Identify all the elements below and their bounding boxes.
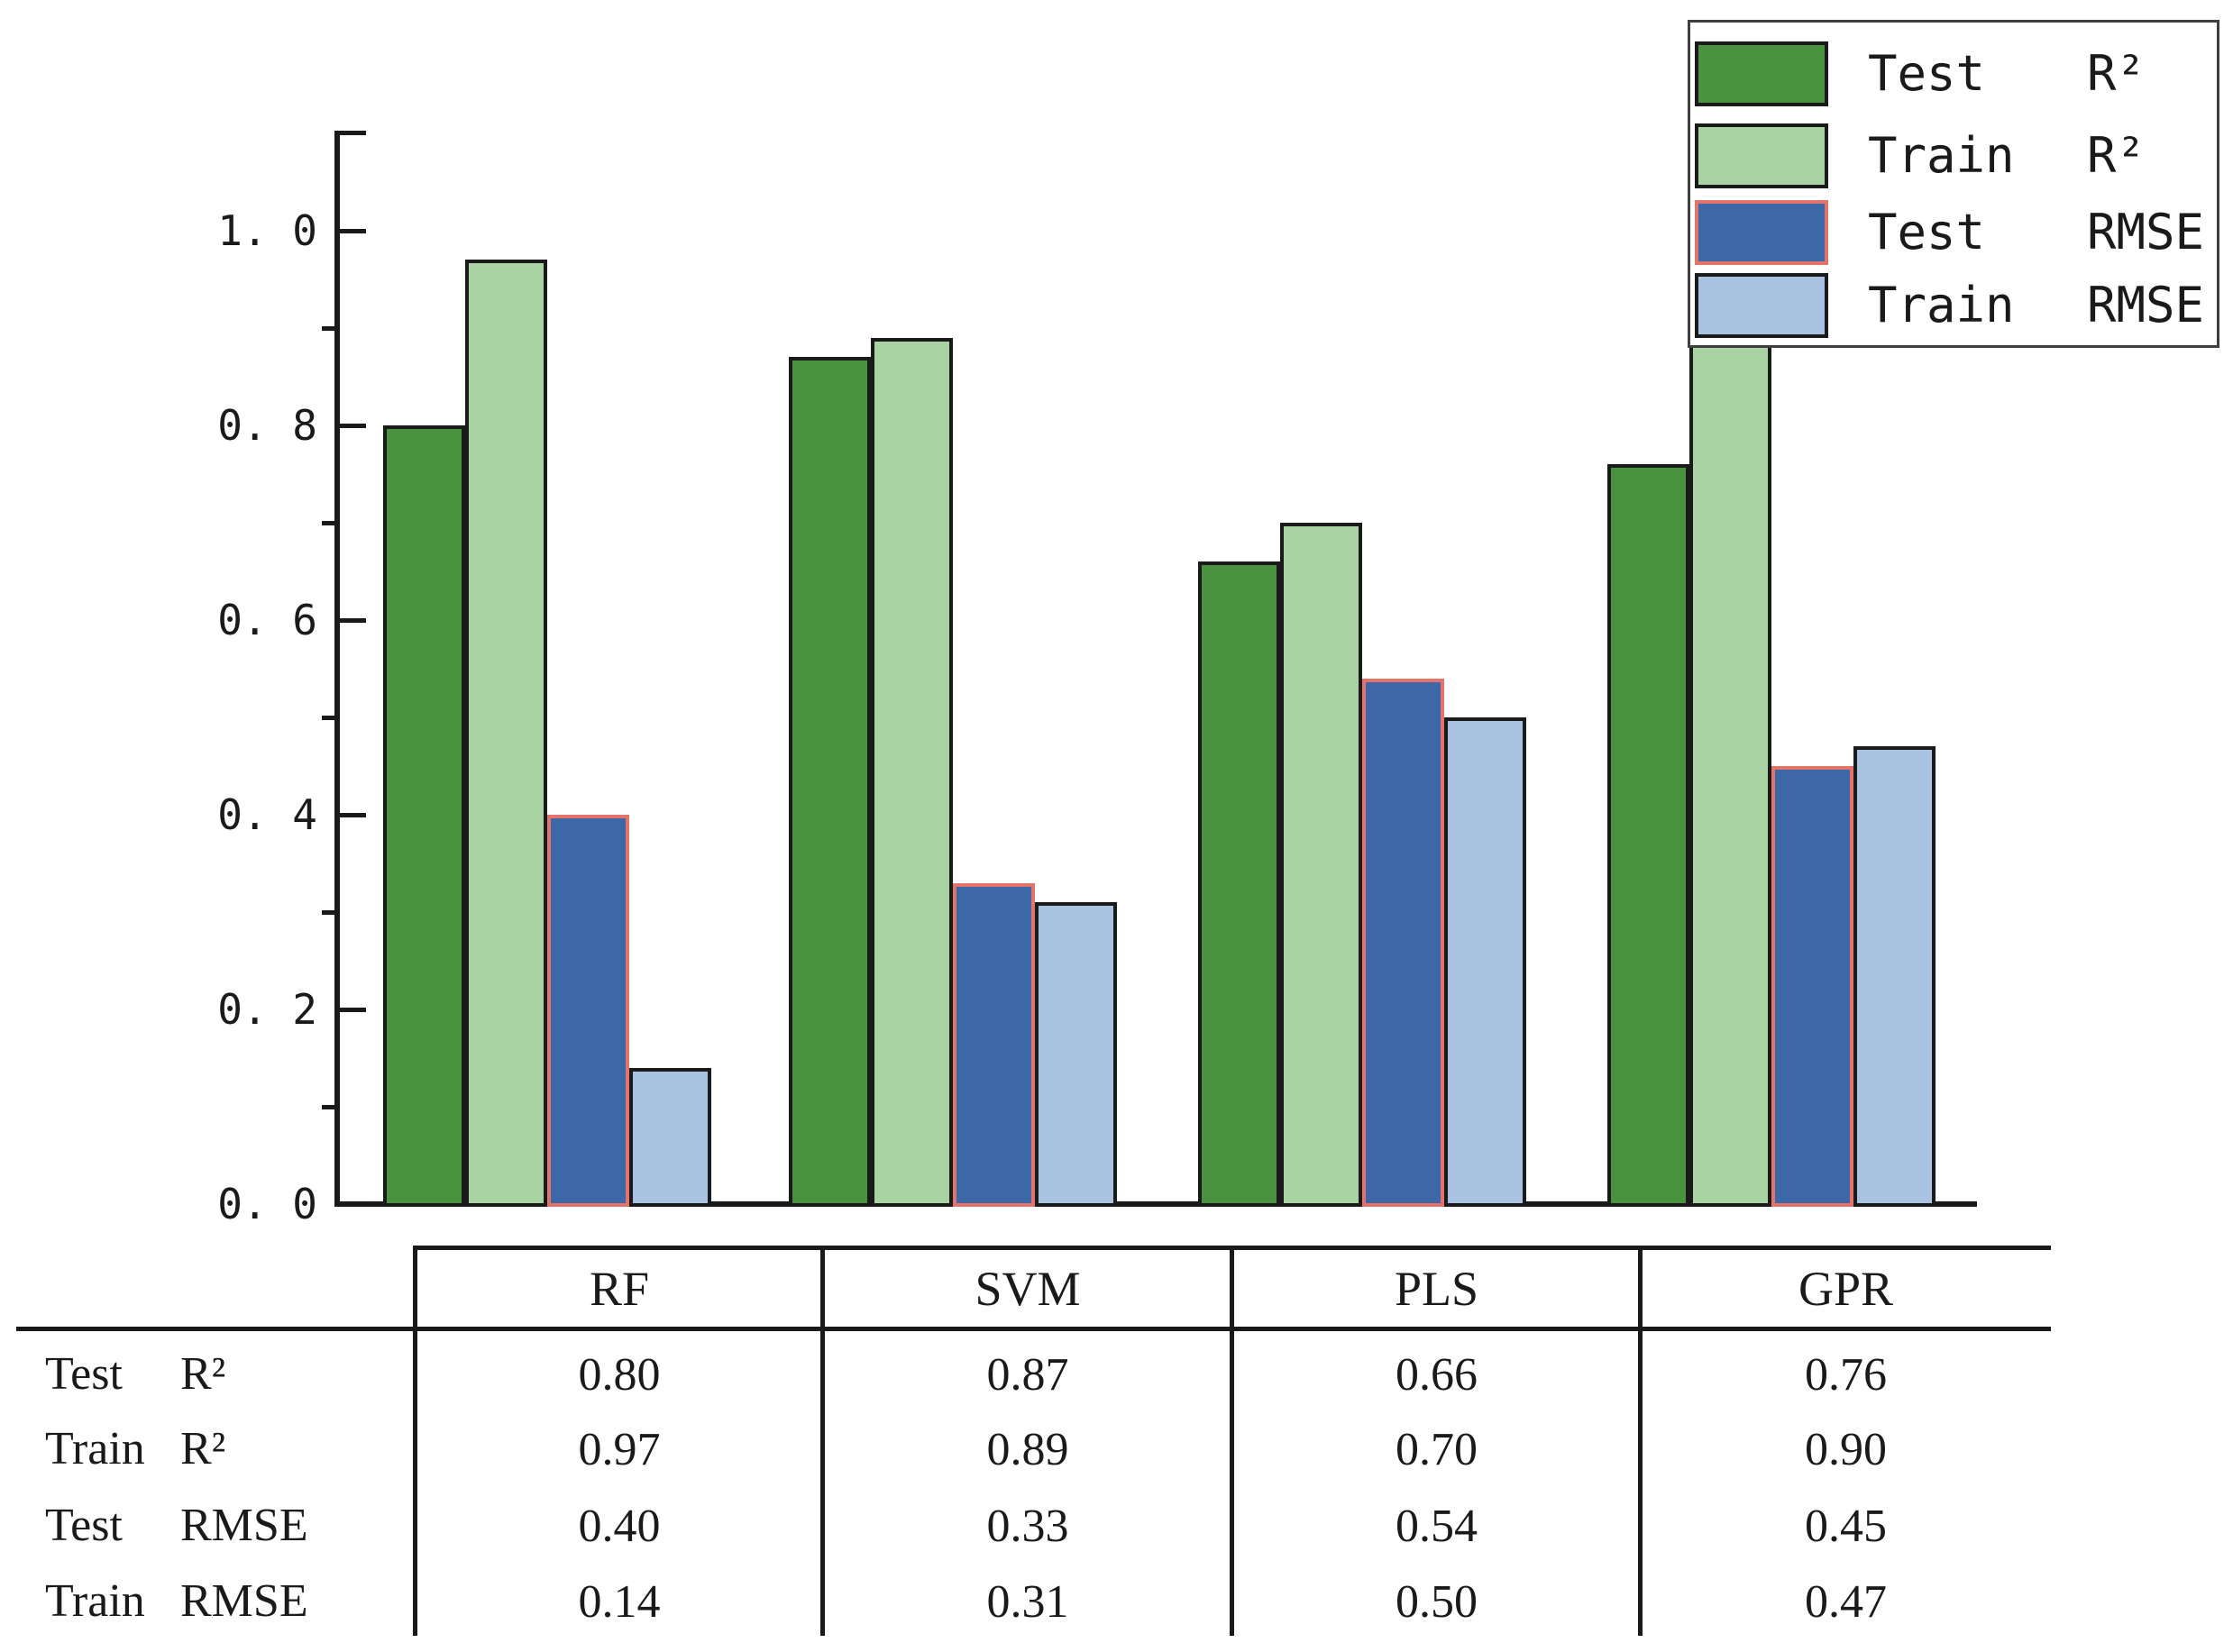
table-row-label: Test [45, 1500, 123, 1551]
bar-train-rmse-svm [1035, 902, 1117, 1207]
y-axis-tick-label: 0. 0 [217, 1180, 317, 1228]
bar-train-r--gpr [1689, 328, 1771, 1207]
bar-train-r--rf [465, 260, 547, 1207]
table-cell: 0.89 [986, 1423, 1069, 1475]
bar-test-rmse-rf [547, 815, 629, 1207]
bar-test-rmse-gpr [1771, 766, 1853, 1207]
y-axis-minor-tick [322, 326, 334, 331]
legend-label-metric: RMSE [2087, 204, 2205, 260]
table-cell: 0.54 [1396, 1500, 1478, 1552]
table-row-label-metric: R² [180, 1423, 226, 1474]
y-axis-top-cap-tick [340, 131, 366, 135]
legend-label: Train [1868, 127, 2015, 184]
y-axis-major-tick [340, 813, 366, 817]
bar-test-r--rf [383, 425, 465, 1207]
table-column-rule [820, 1246, 825, 1636]
y-axis-minor-tick [322, 910, 334, 915]
y-axis-minor-tick [322, 1105, 334, 1109]
table-cell: 0.76 [1805, 1348, 1887, 1401]
table-cell: 0.31 [986, 1575, 1069, 1628]
table-cell: 0.90 [1805, 1423, 1887, 1475]
table-row-label: Train [45, 1575, 145, 1627]
table-row-label-metric: RMSE [180, 1500, 308, 1551]
bar-train-r--pls [1280, 523, 1362, 1207]
legend-label-metric: RMSE [2087, 277, 2205, 333]
legend-swatch-train-rmse [1695, 273, 1828, 338]
table-header-rule [16, 1327, 2051, 1331]
y-axis-spine [334, 131, 340, 1207]
legend-label: Train [1868, 277, 2015, 333]
table-header-rf: RF [589, 1262, 650, 1316]
y-axis-major-tick [340, 1008, 366, 1012]
table-column-rule [413, 1246, 417, 1636]
table-row-label: Test [45, 1348, 123, 1400]
bar-train-r--svm [871, 337, 953, 1207]
y-axis-minor-tick [322, 716, 334, 720]
table-cell: 0.14 [578, 1575, 661, 1628]
legend-label-metric: R² [2087, 45, 2146, 102]
y-axis-minor-tick [322, 521, 334, 525]
table-row-label-metric: R² [180, 1348, 226, 1400]
bar-test-r--pls [1198, 561, 1280, 1207]
table-row-label-metric: RMSE [180, 1575, 308, 1627]
legend-swatch-test-r- [1695, 41, 1828, 106]
y-axis-tick-label: 0. 8 [217, 401, 317, 450]
table-column-rule [1230, 1246, 1234, 1636]
table-header-pls: PLS [1394, 1262, 1479, 1316]
table-header-svm: SVM [975, 1262, 1081, 1316]
table-column-rule [1638, 1246, 1643, 1636]
table-row-label: Train [45, 1423, 145, 1474]
y-axis-major-tick [340, 424, 366, 428]
x-axis-line [334, 1201, 1977, 1207]
table-cell: 0.47 [1805, 1575, 1887, 1628]
y-axis-major-tick [340, 1202, 366, 1207]
y-axis-tick-label: 1. 0 [217, 206, 317, 255]
y-axis-tick-label: 0. 2 [217, 985, 317, 1034]
legend-label-metric: R² [2087, 127, 2146, 184]
legend-label: Test [1868, 45, 1986, 102]
table-cell: 0.33 [986, 1500, 1069, 1552]
bar-train-rmse-rf [629, 1067, 711, 1207]
table-cell: 0.66 [1396, 1348, 1478, 1401]
legend-label: Test [1868, 204, 1986, 260]
table-cell: 0.97 [578, 1423, 661, 1475]
table-cell: 0.50 [1396, 1575, 1478, 1628]
table-cell: 0.70 [1396, 1423, 1478, 1475]
table-cell: 0.45 [1805, 1500, 1887, 1552]
legend-swatch-train-r- [1695, 123, 1828, 188]
bar-train-rmse-gpr [1853, 746, 1936, 1207]
y-axis-major-tick [340, 229, 366, 233]
bar-test-r--svm [789, 357, 871, 1207]
y-axis-major-tick [340, 618, 366, 623]
bar-test-rmse-svm [953, 882, 1035, 1207]
bar-test-r--gpr [1607, 464, 1689, 1207]
legend-swatch-test-rmse [1695, 200, 1828, 265]
bar-test-rmse-pls [1362, 678, 1444, 1207]
y-axis-tick-label: 0. 4 [217, 790, 317, 839]
bar-train-rmse-pls [1444, 717, 1526, 1207]
table-cell: 0.40 [578, 1500, 661, 1552]
table-cell: 0.80 [578, 1348, 661, 1401]
table-cell: 0.87 [986, 1348, 1069, 1401]
y-axis-tick-label: 0. 6 [217, 596, 317, 644]
table-header-gpr: GPR [1798, 1262, 1894, 1316]
